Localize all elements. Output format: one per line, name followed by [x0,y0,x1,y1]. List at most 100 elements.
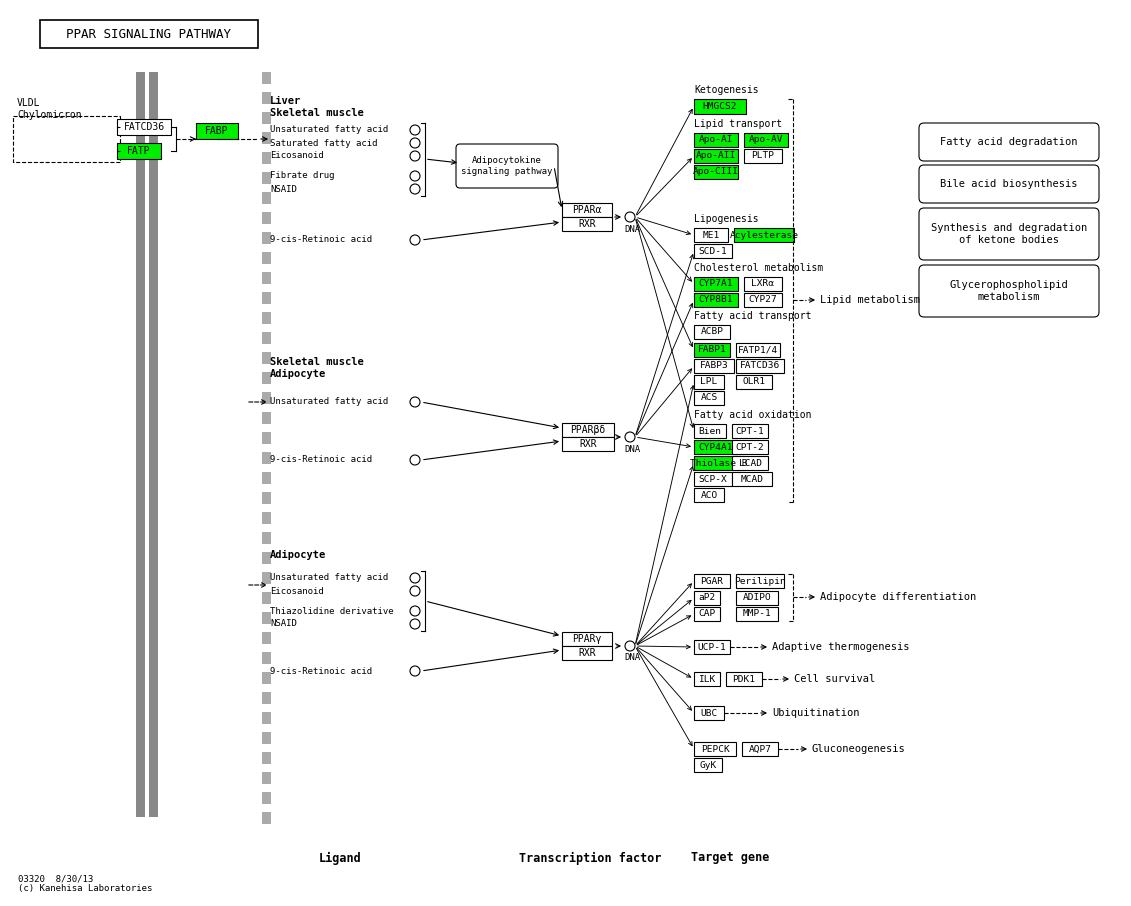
Bar [262,792,271,804]
FancyBboxPatch shape [196,123,238,139]
FancyBboxPatch shape [694,672,720,686]
Bar [262,612,271,624]
Text: Saturated fatty acid: Saturated fatty acid [270,139,378,148]
Text: Adaptive thermogenesis: Adaptive thermogenesis [772,642,909,652]
Text: FABP3: FABP3 [700,361,728,371]
FancyBboxPatch shape [694,607,720,621]
FancyBboxPatch shape [562,217,612,231]
FancyBboxPatch shape [732,424,768,438]
Text: FATP: FATP [128,146,150,156]
Text: Fatty acid transport: Fatty acid transport [694,311,812,321]
Bar [262,212,271,224]
Text: 03320  8/30/13
(c) Kanehisa Laboratories: 03320 8/30/13 (c) Kanehisa Laboratories [18,874,153,893]
FancyBboxPatch shape [744,149,782,163]
Text: Gluconeogenesis: Gluconeogenesis [812,744,906,754]
Bar [262,572,271,584]
Bar [262,432,271,444]
FancyBboxPatch shape [694,456,744,470]
Text: Apo-AV: Apo-AV [749,136,784,144]
Text: Target gene: Target gene [691,852,769,864]
FancyBboxPatch shape [694,325,729,339]
Text: PLTP: PLTP [751,151,775,160]
Text: Thiazolidine derivative: Thiazolidine derivative [270,606,394,615]
FancyBboxPatch shape [694,359,734,373]
Text: Synthesis and degradation
of ketone bodies: Synthesis and degradation of ketone bodi… [931,223,1087,245]
Bar [262,492,271,504]
FancyBboxPatch shape [744,293,782,307]
Text: FATP1/4: FATP1/4 [737,345,778,354]
Text: CPT-2: CPT-2 [735,442,765,451]
Text: PPARβδ: PPARβδ [570,425,605,435]
FancyBboxPatch shape [116,143,161,159]
Text: LXRα: LXRα [751,279,775,288]
Bar [262,412,271,424]
Text: Glycerophospholipid
metabolism: Glycerophospholipid metabolism [950,280,1069,302]
Text: Unsaturated fatty acid: Unsaturated fatty acid [270,398,388,407]
Text: Bien: Bien [699,427,722,436]
Bar [262,752,271,764]
FancyBboxPatch shape [694,424,726,438]
Bar [262,132,271,144]
Text: PPARγ: PPARγ [572,634,602,644]
Text: ADIPO: ADIPO [743,593,771,602]
Text: PPAR SIGNALING PATHWAY: PPAR SIGNALING PATHWAY [67,27,232,41]
Text: RXR: RXR [578,648,596,658]
Text: VLDL: VLDL [17,98,41,108]
FancyBboxPatch shape [920,165,1099,203]
FancyBboxPatch shape [116,119,171,135]
FancyBboxPatch shape [694,574,729,588]
FancyBboxPatch shape [562,203,612,217]
FancyBboxPatch shape [562,632,612,646]
Text: CYP4A1: CYP4A1 [699,442,733,451]
Bar [262,92,271,104]
Bar [262,232,271,244]
FancyBboxPatch shape [694,758,722,772]
Bar [262,512,271,524]
Text: RXR: RXR [579,439,597,449]
Bar [262,652,271,664]
Text: PPARα: PPARα [572,205,602,215]
FancyBboxPatch shape [694,391,724,405]
FancyBboxPatch shape [694,472,732,486]
Text: Apo-AII: Apo-AII [696,151,736,160]
Text: SCD-1: SCD-1 [699,246,727,255]
FancyBboxPatch shape [694,293,739,307]
FancyBboxPatch shape [920,208,1099,260]
Text: 9-cis-Retinoic acid: 9-cis-Retinoic acid [270,456,372,465]
FancyBboxPatch shape [736,375,772,389]
Text: 9-cis-Retinoic acid: 9-cis-Retinoic acid [270,236,372,245]
FancyBboxPatch shape [920,123,1099,161]
Text: LPL: LPL [700,378,718,387]
FancyBboxPatch shape [732,456,768,470]
Bar [262,692,271,704]
Text: ACBP: ACBP [700,327,724,336]
FancyBboxPatch shape [736,607,778,621]
Text: NSAID: NSAID [270,620,296,629]
Text: GyK: GyK [699,760,717,769]
Bar [262,172,271,184]
Text: FABP1: FABP1 [698,345,726,354]
Text: FATCD36: FATCD36 [740,361,780,371]
FancyBboxPatch shape [734,228,794,242]
FancyBboxPatch shape [694,165,739,179]
Text: LCAD: LCAD [739,458,761,467]
Bar [262,252,271,264]
FancyBboxPatch shape [694,742,736,756]
Text: CYP7A1: CYP7A1 [699,279,733,288]
Text: Apo-AI: Apo-AI [699,136,733,144]
FancyBboxPatch shape [732,472,772,486]
FancyBboxPatch shape [456,144,558,188]
Bar [262,812,271,824]
Text: Lipid transport: Lipid transport [694,119,783,129]
FancyBboxPatch shape [736,359,784,373]
FancyBboxPatch shape [736,591,778,605]
Text: DNA: DNA [624,445,640,454]
Bar [262,592,271,604]
Bar [262,632,271,644]
Bar [262,532,271,544]
Text: CPT-1: CPT-1 [735,427,765,436]
Text: Ubiquitination: Ubiquitination [772,708,860,718]
Bar [262,392,271,404]
Text: CYP8B1: CYP8B1 [699,295,733,304]
FancyBboxPatch shape [562,423,614,437]
